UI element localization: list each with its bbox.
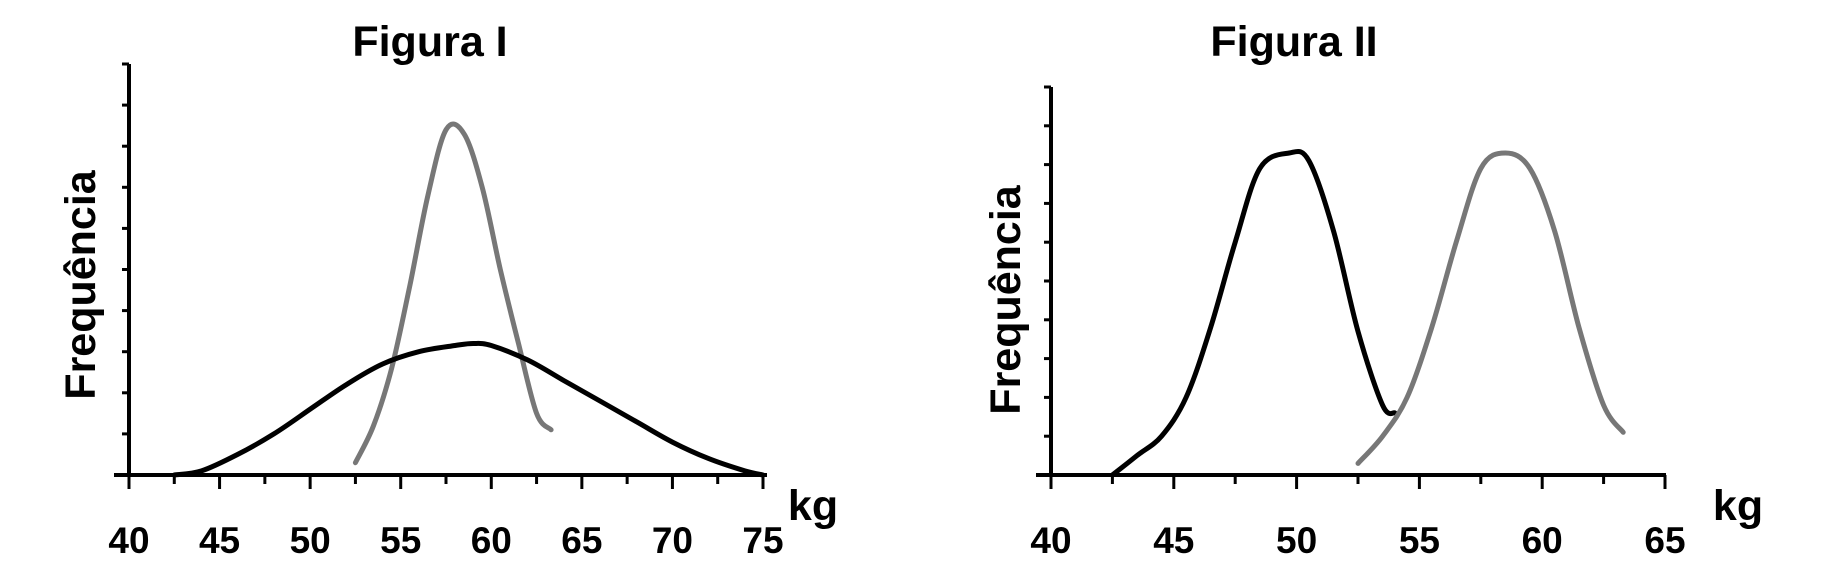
x-tick-label: 40	[108, 520, 149, 561]
x-tick-label: 50	[290, 520, 331, 561]
x-tick-label: 70	[652, 520, 693, 561]
x-tick-label: 55	[380, 520, 421, 561]
series-group	[1109, 148, 1626, 478]
x-tick-label: 45	[199, 520, 240, 561]
x-axis-label: kg	[788, 482, 838, 530]
x-tick-label: 50	[1276, 520, 1317, 561]
series-group	[171, 121, 766, 478]
chart-figura-ii: Figura II Frequência kg 40 45 50 55 60 65	[982, 18, 1763, 561]
x-tick-label: 60	[471, 520, 512, 561]
y-axis-label: Frequência	[982, 184, 1030, 414]
x-tick-label: 65	[561, 520, 602, 561]
x-tick-label: 60	[1522, 520, 1563, 561]
x-tick-label: 75	[742, 520, 783, 561]
x-tick-label: 55	[1399, 520, 1440, 561]
series-line-1	[1109, 148, 1398, 478]
chart-title: Figura II	[1210, 18, 1377, 66]
ticks: 40 45 50 55 60 65 70 75	[108, 62, 784, 561]
x-tick-label: 45	[1153, 520, 1194, 561]
series-line-1	[352, 121, 554, 466]
y-axis-label: Frequência	[57, 169, 105, 399]
chart-title: Figura I	[352, 18, 507, 66]
x-axis-label: kg	[1713, 482, 1763, 530]
series-line-2	[1355, 150, 1626, 466]
x-tick-label: 40	[1030, 520, 1071, 561]
x-tick-label: 65	[1644, 520, 1685, 561]
series-line-2	[171, 340, 766, 478]
chart-figura-i: Figura I Frequência kg 40 45 50 55 60 65 70 75	[57, 18, 838, 561]
ticks: 40 45 50 55 60 65	[1030, 85, 1686, 561]
